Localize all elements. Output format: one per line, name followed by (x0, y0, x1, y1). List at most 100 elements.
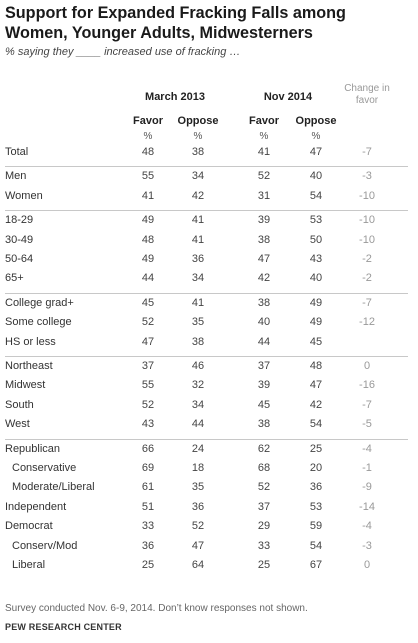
table-cell: 43 (141, 418, 155, 431)
table-cell: 46 (191, 360, 205, 372)
row-label: Conservative (12, 462, 77, 474)
column-group-nov-2014: Nov 2014 (263, 91, 313, 103)
table-cell: 49 (141, 253, 155, 265)
change-value: -3 (362, 170, 372, 183)
row-label: 50-64 (5, 253, 34, 265)
percent-sign: % (143, 131, 153, 142)
table-cell: 35 (191, 481, 205, 494)
table-cell: 40 (309, 170, 323, 183)
table-cell: 38 (191, 335, 205, 348)
row-separator (5, 210, 408, 212)
change-value: -14 (359, 500, 375, 513)
table-cell: 44 (141, 272, 155, 285)
table-cell: 55 (141, 170, 155, 183)
table-cell: 38 (191, 146, 205, 158)
table-cell: 44 (191, 418, 205, 431)
row-label: Republican (5, 442, 61, 455)
table-cell: 25 (141, 559, 155, 571)
table-cell: 41 (141, 189, 155, 202)
row-label: Women (5, 189, 43, 202)
change-value: -4 (362, 520, 372, 533)
row-separator (5, 438, 408, 440)
change-value: -4 (362, 442, 372, 455)
table-cell: 42 (257, 272, 271, 285)
table-cell: 38 (257, 418, 271, 431)
row-separator (5, 356, 408, 357)
table-cell: 55 (141, 379, 155, 392)
table-cell: 40 (257, 316, 271, 329)
change-in-favor-header: Change in favor (344, 83, 390, 106)
column-header-favor-2014: Favor (249, 115, 279, 127)
table-cell: 41 (191, 296, 205, 309)
change-value: -7 (362, 146, 372, 158)
table-cell: 38 (257, 233, 271, 246)
row-label: Moderate/Liberal (12, 481, 95, 494)
table-cell: 66 (141, 442, 155, 455)
table-cell: 18 (191, 462, 205, 474)
table-cell: 32 (191, 379, 205, 392)
table-cell: 41 (191, 214, 205, 227)
table-cell: 33 (257, 539, 271, 552)
change-value: -3 (362, 539, 372, 552)
change-value: -10 (359, 214, 375, 227)
table-cell: 52 (257, 170, 271, 183)
table-cell: 49 (141, 214, 155, 227)
table-cell: 36 (191, 253, 205, 265)
chart-title: Support for Expanded Fracking Falls amon… (5, 4, 346, 42)
change-value: -1 (362, 462, 372, 474)
table-cell: 67 (309, 559, 323, 571)
table-cell: 42 (191, 189, 205, 202)
row-label: Midwest (5, 379, 46, 392)
table-cell: 69 (141, 462, 155, 474)
change-value: -5 (362, 418, 372, 431)
table-cell: 51 (141, 500, 155, 513)
table-cell: 20 (309, 462, 323, 474)
table-cell: 64 (191, 559, 205, 571)
table-cell: 36 (309, 481, 323, 494)
change-value: -16 (359, 379, 375, 392)
table-cell: 45 (141, 296, 155, 309)
row-label: Liberal (12, 559, 46, 571)
table-cell: 52 (141, 398, 155, 411)
table-cell: 62 (257, 442, 271, 455)
table-cell: 53 (309, 500, 323, 513)
table-cell: 44 (257, 335, 271, 348)
table-cell: 25 (257, 559, 271, 571)
row-separator (5, 292, 408, 294)
table-cell: 41 (257, 146, 271, 158)
change-value: -12 (359, 316, 375, 329)
table-cell: 49 (309, 296, 323, 309)
change-value: -2 (362, 253, 372, 265)
table-cell: 33 (141, 520, 155, 533)
table-cell: 54 (309, 418, 323, 431)
table-cell: 54 (309, 539, 323, 552)
table-cell: 68 (257, 462, 271, 474)
table-cell: 48 (309, 360, 323, 372)
table-cell: 34 (191, 398, 205, 411)
table-cell: 37 (257, 360, 271, 372)
table-cell: 49 (309, 316, 323, 329)
table-cell: 47 (309, 379, 323, 392)
row-label: HS or less (5, 335, 56, 348)
table-cell: 59 (309, 520, 323, 533)
row-label: 30-49 (5, 233, 34, 246)
table-cell: 50 (309, 233, 323, 246)
row-label: Total (5, 146, 29, 158)
table-cell: 34 (191, 170, 205, 183)
table-cell: 47 (257, 253, 271, 265)
column-group-march-2013: March 2013 (145, 91, 205, 103)
table-cell: 40 (309, 272, 323, 285)
change-value: -10 (359, 233, 375, 246)
table-cell: 38 (257, 296, 271, 309)
change-value: -7 (362, 296, 372, 309)
row-label: West (5, 418, 30, 431)
table-cell: 45 (309, 335, 323, 348)
table-cell: 37 (257, 500, 271, 513)
change-value: 0 (363, 559, 371, 571)
percent-sign: % (193, 131, 203, 142)
table-cell: 45 (257, 398, 271, 411)
percent-sign: % (259, 131, 269, 142)
change-value: -9 (362, 481, 372, 494)
table-cell: 61 (141, 481, 155, 494)
table-cell: 35 (191, 316, 205, 329)
